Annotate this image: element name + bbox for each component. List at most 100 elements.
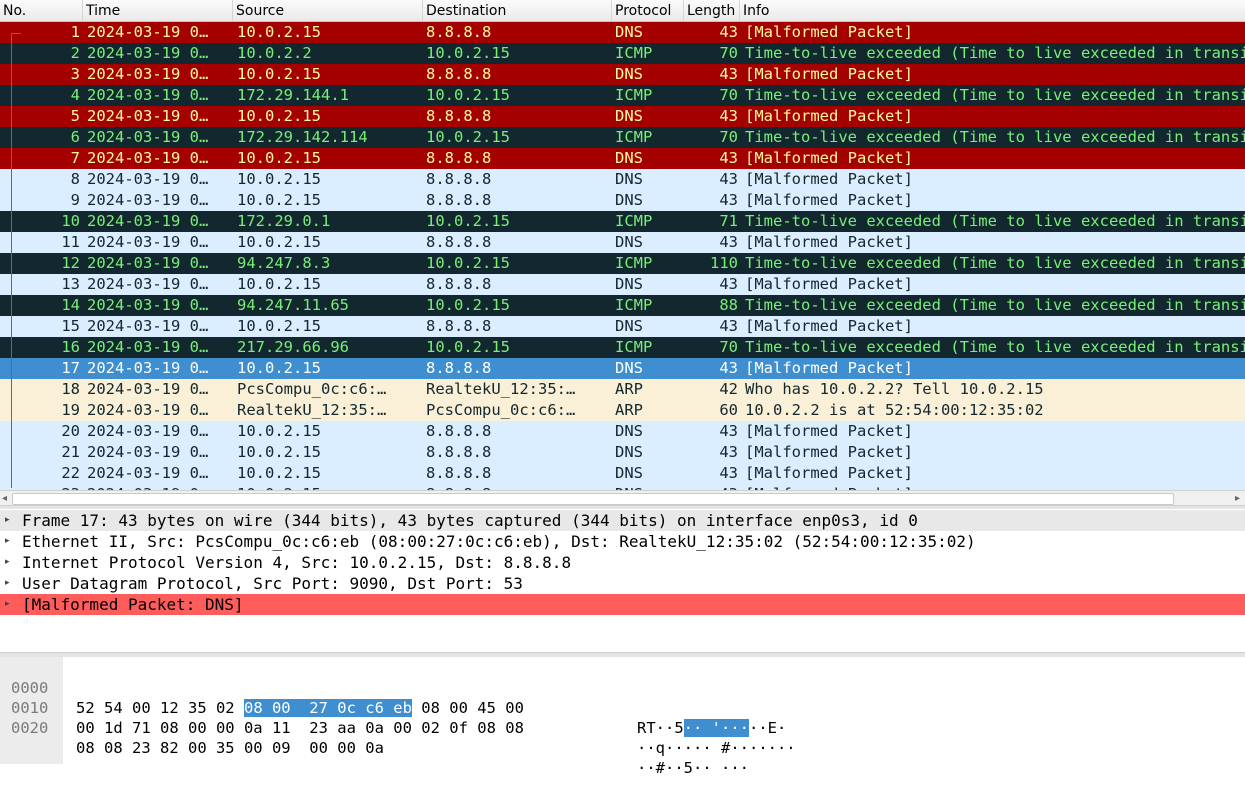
- packet-row[interactable]: 9 2024-03-19 0… 10.0.2.15 8.8.8.8 DNS 43 [Malf…: [0, 190, 1245, 211]
- cell-info: [Malformed Packet]: [745, 233, 913, 251]
- cell-time: 2024-03-19 0…: [87, 128, 209, 146]
- cell-destination: 8.8.8.8: [426, 359, 492, 377]
- packet-row[interactable]: 21 2024-03-19 0… 10.0.2.15 8.8.8.8 DNS 43 [Mal…: [0, 442, 1245, 463]
- cell-time: 2024-03-19 0…: [87, 23, 209, 41]
- cell-length: 43: [719, 191, 738, 209]
- cell-protocol: DNS: [615, 484, 685, 490]
- ascii-bytes[interactable]: RT··5·· '·····E·: [637, 719, 787, 737]
- cell-time: 2024-03-19 0…: [87, 44, 209, 62]
- column-header-protocol[interactable]: Protocol: [612, 0, 684, 21]
- detail-row-udp[interactable]: ▸ User Datagram Protocol, Src Port: 9090…: [0, 573, 1245, 594]
- cell-length: 43: [719, 107, 738, 125]
- cell-info: [Malformed Packet]: [745, 23, 913, 41]
- packet-row[interactable]: 22 2024-03-19 0… 10.0.2.15 8.8.8.8 DNS 43 [Mal…: [0, 463, 1245, 484]
- cell-info: Time-to-live exceeded (Time to live exce…: [745, 212, 1245, 230]
- cell-protocol: ICMP: [615, 338, 653, 356]
- cell-destination: 10.0.2.15: [426, 254, 510, 272]
- cell-no: 12: [61, 254, 80, 272]
- conversation-tree-line: [11, 33, 12, 488]
- packet-row[interactable]: 14 2024-03-19 0… 94.247.11.65 10.0.2.15 ICMP…: [0, 295, 1245, 316]
- cell-no: 9: [70, 191, 80, 209]
- packet-row[interactable]: 13 2024-03-19 0… 10.0.2.15 8.8.8.8 DNS 43 [Mal…: [0, 274, 1245, 295]
- detail-row-malformed[interactable]: ▸ [Malformed Packet: DNS]: [0, 594, 1245, 615]
- cell-protocol: ICMP: [615, 212, 653, 230]
- hex-bytes[interactable]: 00 1d 71 08 00 00 0a 11 23 aa 0a 00 02 0…: [76, 719, 524, 737]
- packet-row[interactable]: 6 2024-03-19 0… 172.29.142.114 10.0.2.15 ICM…: [0, 127, 1245, 148]
- packet-row[interactable]: 4 2024-03-19 0… 172.29.144.1 10.0.2.15 ICMP 7…: [0, 85, 1245, 106]
- hex-bytes[interactable]: 52 54 00 12 35 02 08 00 27 0c c6 eb 08 0…: [76, 699, 524, 717]
- cell-length: 70: [719, 128, 738, 146]
- cell-destination: 10.0.2.15: [426, 44, 510, 62]
- cell-destination: 8.8.8.8: [426, 317, 492, 335]
- cell-protocol: DNS: [615, 317, 643, 335]
- cell-no: 1: [70, 23, 80, 41]
- cell-destination: 10.0.2.15: [426, 128, 510, 146]
- packet-row[interactable]: 17 2024-03-19 0… 10.0.2.15 8.8.8.8 DNS 43 [Mal…: [0, 358, 1245, 379]
- cell-protocol: DNS: [615, 191, 643, 209]
- column-header-time[interactable]: Time: [83, 0, 233, 21]
- cell-source: 10.0.2.2: [237, 44, 312, 62]
- expand-arrow-icon[interactable]: ▸: [5, 557, 10, 567]
- cell-info: Time-to-live exceeded (Time to live exce…: [745, 128, 1245, 146]
- ascii-bytes[interactable]: ··#··5·· ···: [637, 759, 749, 777]
- cell-time: 2024-03-19 0…: [87, 149, 209, 167]
- detail-text: Frame 17: 43 bytes on wire (344 bits), 4…: [22, 511, 918, 530]
- cell-protocol: DNS: [615, 443, 643, 461]
- column-header-source[interactable]: Source: [233, 0, 423, 21]
- conversation-tree-corner: [11, 33, 21, 34]
- packet-row[interactable]: 15 2024-03-19 0… 10.0.2.15 8.8.8.8 DNS 43 [Mal…: [0, 316, 1245, 337]
- cell-destination: 8.8.8.8: [426, 191, 492, 209]
- cell-info: [Malformed Packet]: [745, 464, 913, 482]
- cell-protocol: ARP: [615, 401, 643, 419]
- expand-arrow-icon[interactable]: ▸: [5, 599, 10, 609]
- cell-source: 10.0.2.15: [237, 464, 321, 482]
- packet-row[interactable]: 11 2024-03-19 0… 10.0.2.15 8.8.8.8 DNS 43 [Mal…: [0, 232, 1245, 253]
- column-header-info[interactable]: Info: [743, 3, 770, 19]
- horizontal-scrollbar[interactable]: ◂ ▸: [0, 490, 1245, 505]
- packet-row[interactable]: 19 2024-03-19 0… RealtekU_12:35:… PcsCompu_…: [0, 400, 1245, 421]
- packet-row[interactable]: 8 2024-03-19 0… 10.0.2.15 8.8.8.8 DNS 43 [Malf…: [0, 169, 1245, 190]
- detail-row-frame[interactable]: ▸ Frame 17: 43 bytes on wire (344 bits),…: [0, 510, 1245, 531]
- scroll-left-icon[interactable]: ◂: [2, 493, 8, 504]
- ascii-bytes[interactable]: ··q····· #·······: [637, 739, 796, 757]
- packet-row[interactable]: 18 2024-03-19 0… PcsCompu_0c:c6:… RealtekU_…: [0, 379, 1245, 400]
- cell-no: 6: [70, 128, 80, 146]
- expand-arrow-icon[interactable]: ▸: [5, 578, 10, 588]
- packet-row[interactable]: 16 2024-03-19 0… 217.29.66.96 10.0.2.15 ICMP…: [0, 337, 1245, 358]
- cell-protocol: ARP: [615, 380, 643, 398]
- detail-row-ethernet[interactable]: ▸ Ethernet II, Src: PcsCompu_0c:c6:eb (0…: [0, 531, 1245, 552]
- expand-arrow-icon[interactable]: ▸: [5, 536, 10, 546]
- cell-length: 43: [719, 65, 738, 83]
- cell-time: 2024-03-19 0…: [87, 380, 209, 398]
- packet-row[interactable]: 12 2024-03-19 0… 94.247.8.3 10.0.2.15 ICMP 11…: [0, 253, 1245, 274]
- detail-text: Ethernet II, Src: PcsCompu_0c:c6:eb (08:…: [22, 532, 976, 551]
- column-header-length[interactable]: Length: [684, 0, 740, 21]
- cell-time: 2024-03-19 0…: [87, 233, 209, 251]
- packet-row[interactable]: 3 2024-03-19 0… 10.0.2.15 8.8.8.8 DNS 43 [Malf…: [0, 64, 1245, 85]
- cell-destination: 8.8.8.8: [426, 65, 492, 83]
- expand-arrow-icon[interactable]: ▸: [5, 515, 10, 525]
- packet-list[interactable]: No. Time Source Destination Protocol Len…: [0, 0, 1245, 505]
- cell-time: 2024-03-19 0…: [87, 422, 209, 440]
- packet-row[interactable]: 20 2024-03-19 0… 10.0.2.15 8.8.8.8 DNS 43 [Mal…: [0, 421, 1245, 442]
- cell-no: 21: [61, 443, 80, 461]
- detail-row-ipv4[interactable]: ▸ Internet Protocol Version 4, Src: 10.0…: [0, 552, 1245, 573]
- cell-time: 2024-03-19 0…: [87, 484, 233, 490]
- cell-protocol: DNS: [615, 359, 643, 377]
- scrollbar-thumb[interactable]: [12, 493, 1174, 505]
- scroll-right-icon[interactable]: ▸: [1235, 493, 1241, 504]
- packet-row[interactable]: 7 2024-03-19 0… 10.0.2.15 8.8.8.8 DNS 43 [Malf…: [0, 148, 1245, 169]
- cell-length: 42: [719, 380, 738, 398]
- cell-destination: 8.8.8.8: [426, 170, 492, 188]
- column-header-destination[interactable]: Destination: [423, 0, 612, 21]
- packet-row[interactable]: 5 2024-03-19 0… 10.0.2.15 8.8.8.8 DNS 43 [Malf…: [0, 106, 1245, 127]
- column-header-no[interactable]: No.: [0, 0, 83, 21]
- hex-bytes[interactable]: 08 08 23 82 00 35 00 09 00 00 0a: [76, 739, 384, 757]
- packet-row[interactable]: 1 2024-03-19 0… 10.0.2.15 8.8.8.8 DNS 43 [Malf…: [0, 22, 1245, 43]
- cell-info: 10.0.2.2 is at 52:54:00:12:35:02: [745, 401, 1044, 419]
- packet-row[interactable]: 2 2024-03-19 0… 10.0.2.2 10.0.2.15 ICMP 70 Tim…: [0, 43, 1245, 64]
- cell-length: 43: [719, 23, 738, 41]
- packet-row[interactable]: 10 2024-03-19 0… 172.29.0.1 10.0.2.15 ICMP 71…: [0, 211, 1245, 232]
- cell-length: 43: [719, 233, 738, 251]
